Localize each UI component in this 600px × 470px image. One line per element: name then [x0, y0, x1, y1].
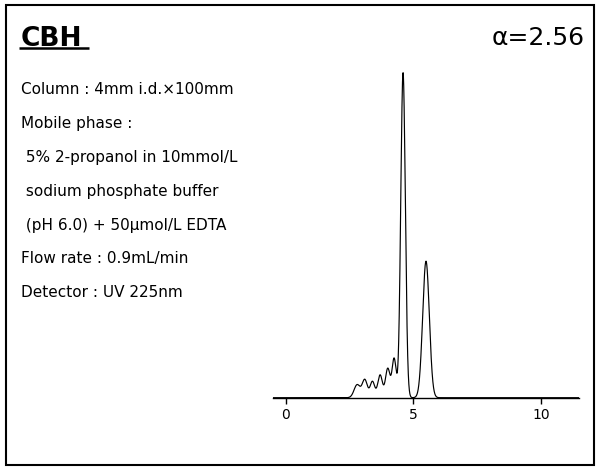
Text: Mobile phase :: Mobile phase :	[21, 116, 133, 131]
Text: Flow rate : 0.9mL/min: Flow rate : 0.9mL/min	[21, 251, 188, 266]
Text: α=2.56: α=2.56	[492, 26, 585, 50]
Text: (pH 6.0) + 50μmol/L EDTA: (pH 6.0) + 50μmol/L EDTA	[21, 218, 226, 233]
Text: CBH: CBH	[21, 26, 83, 52]
Text: sodium phosphate buffer: sodium phosphate buffer	[21, 184, 218, 199]
Text: Column : 4mm i.d.×100mm: Column : 4mm i.d.×100mm	[21, 82, 233, 97]
Text: 5% 2-propanol in 10mmol/L: 5% 2-propanol in 10mmol/L	[21, 150, 238, 165]
Text: Detector : UV 225nm: Detector : UV 225nm	[21, 285, 183, 300]
